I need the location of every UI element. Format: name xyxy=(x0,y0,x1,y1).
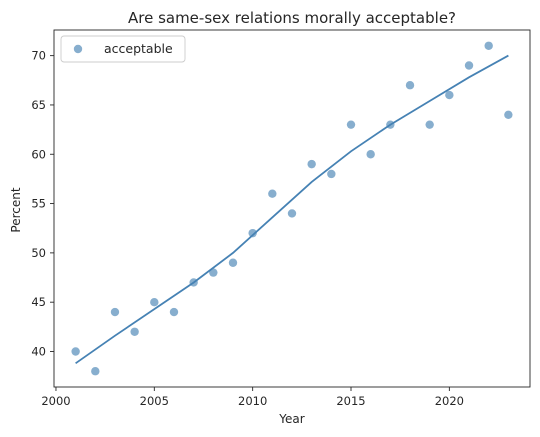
x-tick-label: 2020 xyxy=(435,394,464,408)
data-point xyxy=(169,307,179,317)
legend-box xyxy=(60,35,186,63)
plot-frame xyxy=(53,29,531,388)
y-axis: 40 45 50 55 60 65 70 xyxy=(31,49,54,358)
y-tick-label: 45 xyxy=(31,295,46,309)
legend-marker xyxy=(73,44,83,54)
y-tick-label: 65 xyxy=(31,98,46,112)
data-point xyxy=(484,41,493,50)
data-point xyxy=(287,209,297,218)
data-point xyxy=(346,120,356,129)
data-point xyxy=(91,367,100,376)
y-tick-label: 60 xyxy=(31,147,46,161)
y-tick-label: 70 xyxy=(31,49,46,63)
data-point xyxy=(425,120,434,129)
data-point xyxy=(464,61,474,70)
data-point xyxy=(327,169,336,179)
y-tick-label: 55 xyxy=(31,197,46,211)
data-point xyxy=(130,327,139,336)
plot-area xyxy=(53,29,531,388)
trend-line xyxy=(75,54,509,365)
x-tick-label: 2000 xyxy=(41,394,70,408)
data-point xyxy=(189,278,198,287)
data-point xyxy=(150,297,159,307)
data-point xyxy=(71,347,80,356)
legend-label: acceptable xyxy=(104,41,173,56)
data-point xyxy=(110,307,120,317)
data-point xyxy=(504,110,513,120)
data-point xyxy=(445,90,454,100)
data-point xyxy=(248,228,257,238)
data-point xyxy=(386,120,395,129)
data-point xyxy=(405,81,415,90)
x-tick-label: 2010 xyxy=(238,394,267,408)
x-axis: 2000 2005 2010 2015 2020 xyxy=(41,387,464,408)
x-tick-label: 2005 xyxy=(140,394,169,408)
data-point xyxy=(228,258,238,267)
y-axis-label: Percent xyxy=(9,187,23,232)
series-layer xyxy=(71,41,513,376)
data-point xyxy=(209,268,218,277)
legend: acceptable xyxy=(60,35,186,63)
x-tick-label: 2015 xyxy=(336,394,365,408)
y-tick-label: 40 xyxy=(31,344,46,358)
y-tick-label: 50 xyxy=(31,246,46,260)
chart-title: Are same-sex relations morally acceptabl… xyxy=(128,9,456,27)
data-point xyxy=(366,150,375,159)
data-point xyxy=(268,189,277,198)
x-axis-label: Year xyxy=(278,412,304,426)
data-point xyxy=(307,159,316,169)
